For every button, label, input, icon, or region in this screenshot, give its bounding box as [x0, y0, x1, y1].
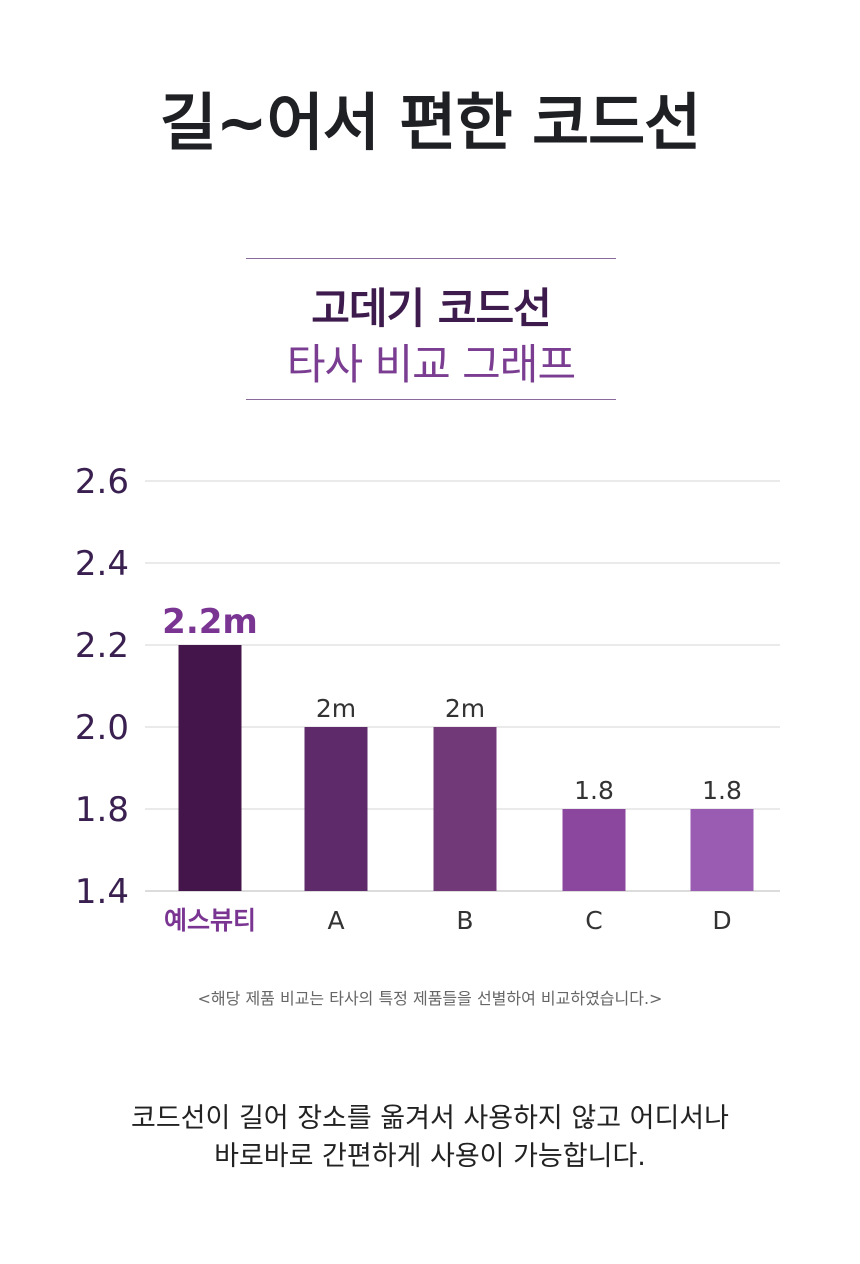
y-tick-label: 2.4 — [75, 544, 129, 584]
x-tick-label: D — [712, 906, 731, 935]
comparison-note: <해당 제품 비교는 타사의 특정 제품들을 선별하여 비교하였습니다.> — [197, 989, 663, 1008]
bar — [304, 727, 368, 891]
bar — [690, 809, 754, 891]
data-label: 2.2m — [162, 602, 258, 642]
y-tick-label: 1.8 — [75, 790, 129, 830]
x-tick-label: B — [456, 906, 473, 935]
data-label: 2m — [316, 694, 356, 723]
description-line-2: 바로바로 간편하게 사용이 가능합니다. — [214, 1141, 646, 1172]
bar-chart: 2.6 2.4 2.2 2.0 1.8 1.4 2.2m 예스뷰티 2m A 2m B 1.8 C 1.8 D — [75, 462, 780, 935]
chart-title: 고데기 코드선 — [311, 284, 551, 333]
y-tick-label: 1.4 — [75, 872, 129, 912]
x-tick-label: C — [585, 906, 602, 935]
data-label: 1.8 — [574, 776, 614, 805]
description-line-1: 코드선이 길어 장소를 옮겨서 사용하지 않고 어디서나 — [131, 1103, 729, 1134]
chart-title-box: 고데기 코드선 타사 비교 그래프 — [246, 258, 616, 400]
bar — [178, 645, 242, 891]
x-tick-label: 예스뷰티 — [164, 906, 256, 935]
x-tick-label: A — [327, 906, 344, 935]
bar — [562, 809, 626, 891]
headline: 길~어서 편한 코드선 — [159, 86, 701, 159]
y-tick-label: 2.0 — [75, 708, 129, 748]
bar — [433, 727, 497, 891]
y-tick-label: 2.6 — [75, 462, 129, 502]
y-tick-label: 2.2 — [75, 626, 129, 666]
data-label: 2m — [445, 694, 485, 723]
data-label: 1.8 — [702, 776, 742, 805]
description: 코드선이 길어 장소를 옮겨서 사용하지 않고 어디서나 바로바로 간편하게 사… — [0, 1100, 860, 1176]
chart-subtitle: 타사 비교 그래프 — [286, 340, 576, 389]
